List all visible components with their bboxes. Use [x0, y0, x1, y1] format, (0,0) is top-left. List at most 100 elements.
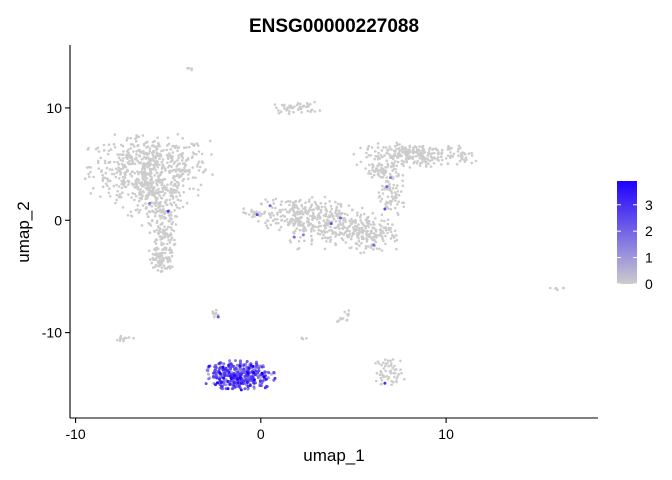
cell-point	[555, 286, 558, 290]
cell-point	[324, 202, 327, 205]
cell-point	[163, 167, 167, 170]
cell-point	[329, 210, 332, 213]
cell-point	[348, 219, 351, 223]
expressing-cell-point	[242, 363, 246, 367]
cell-point	[103, 149, 106, 152]
cell-point	[452, 152, 456, 156]
cell-point	[190, 68, 193, 72]
cell-point	[325, 230, 329, 234]
cell-point	[386, 231, 389, 235]
cell-point	[299, 236, 302, 239]
cell-point	[319, 224, 323, 228]
cell-point	[322, 233, 325, 237]
cell-point	[144, 202, 147, 205]
expressing-cell-point	[261, 379, 265, 383]
cell-point	[305, 105, 308, 109]
cell-point	[470, 154, 474, 157]
cell-point	[378, 194, 382, 198]
cell-point	[108, 179, 112, 183]
cell-point	[380, 171, 383, 174]
cell-point	[160, 266, 164, 269]
cell-point	[366, 233, 369, 237]
cell-point	[213, 315, 216, 319]
cell-point	[135, 150, 138, 153]
cell-point	[327, 236, 330, 240]
cell-point	[279, 110, 283, 114]
cell-point	[367, 245, 370, 248]
cell-point	[118, 336, 122, 340]
cell-point	[147, 215, 150, 218]
cell-point	[103, 161, 107, 165]
cell-point	[137, 154, 141, 157]
cell-point	[391, 358, 395, 361]
colorbar-gradient	[617, 181, 637, 284]
expressing-cell-point	[220, 384, 224, 388]
cell-point	[156, 184, 159, 187]
cell-point	[162, 194, 166, 197]
cell-point	[429, 153, 433, 156]
cell-point	[403, 151, 407, 155]
cell-point	[310, 234, 313, 238]
cell-point	[395, 247, 398, 251]
cell-point	[362, 237, 366, 241]
cell-point	[396, 152, 400, 156]
cell-point	[288, 110, 291, 113]
cell-point	[328, 214, 332, 217]
cell-point	[366, 224, 370, 227]
cell-point	[163, 225, 166, 229]
cell-point	[414, 155, 418, 158]
cell-point	[357, 223, 360, 226]
cell-point	[408, 155, 412, 158]
cell-point	[267, 212, 271, 215]
cell-point	[306, 212, 309, 216]
cell-point	[331, 215, 335, 219]
expressing-cell-point	[260, 371, 264, 375]
cell-point	[392, 183, 396, 187]
expressing-cell-point	[267, 371, 271, 375]
cell-point	[380, 224, 383, 228]
cell-point	[310, 230, 313, 233]
cell-point	[162, 165, 165, 168]
cell-point	[330, 207, 334, 211]
cell-point	[323, 231, 327, 234]
cell-point	[196, 194, 200, 197]
cell-point	[336, 202, 340, 206]
cell-point	[333, 226, 337, 230]
expressing-cell-point	[263, 386, 267, 390]
cell-point	[122, 165, 125, 168]
cell-point	[156, 254, 159, 258]
x-axis-title: umap_1	[303, 446, 364, 465]
cell-point	[157, 264, 160, 268]
cell-point	[394, 160, 397, 163]
cell-point	[166, 154, 169, 157]
cell-point	[334, 211, 337, 215]
cell-point	[195, 142, 199, 145]
cell-point	[279, 225, 283, 229]
cell-point	[334, 209, 338, 213]
cell-point	[374, 362, 377, 365]
cell-point	[152, 166, 156, 169]
cell-point	[294, 216, 298, 220]
cell-point	[107, 191, 111, 195]
cell-point	[185, 146, 188, 149]
cell-point	[183, 169, 187, 172]
cell-point	[138, 199, 141, 203]
cell-point	[292, 224, 296, 227]
cell-point	[112, 142, 116, 146]
cell-point	[135, 177, 139, 181]
expressing-cell-point	[254, 369, 258, 373]
cell-point	[97, 167, 101, 170]
cell-point	[171, 145, 174, 148]
cell-point	[158, 256, 161, 260]
expressing-cell-point	[226, 387, 230, 391]
cell-point	[388, 172, 392, 176]
cell-point	[168, 164, 171, 167]
cell-point	[170, 165, 173, 168]
cell-point	[170, 194, 173, 197]
cell-point	[115, 338, 119, 342]
cell-point	[421, 149, 424, 153]
cell-point	[281, 214, 285, 217]
cell-point	[420, 154, 424, 157]
expressing-cell-point	[246, 384, 250, 388]
cell-point	[134, 194, 138, 198]
